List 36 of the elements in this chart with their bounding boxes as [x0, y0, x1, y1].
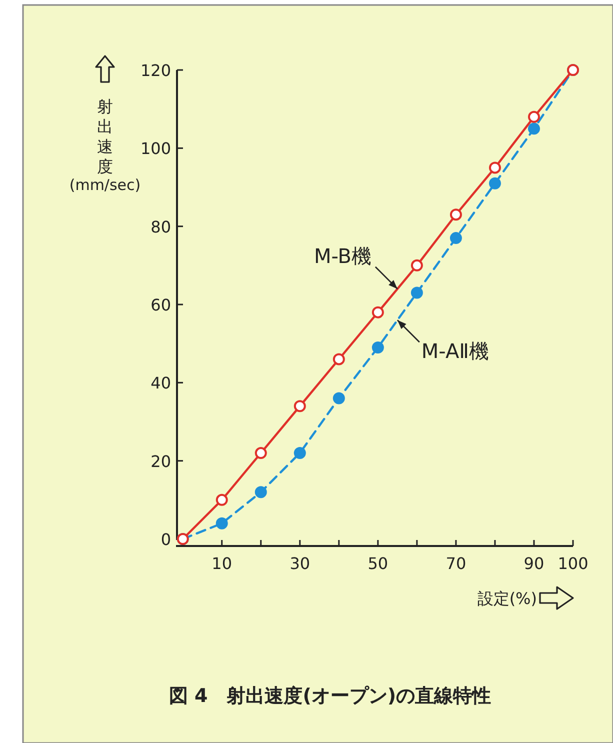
point	[254, 486, 267, 498]
y-tick-label: 80	[150, 217, 171, 236]
point	[216, 517, 228, 530]
point	[254, 447, 267, 460]
point	[528, 122, 540, 135]
x-tick-label: 10	[212, 554, 232, 573]
point	[488, 177, 501, 190]
point	[450, 232, 462, 244]
y-tick-label: 100	[140, 139, 171, 158]
point	[332, 353, 345, 366]
point	[372, 341, 384, 354]
series-label: M-B機	[314, 244, 372, 268]
point	[528, 110, 540, 123]
x-tick-label: 50	[368, 554, 388, 573]
x-tick-label: 30	[290, 554, 310, 573]
point	[410, 286, 423, 299]
point	[294, 447, 306, 460]
x-tick-label: 90	[524, 554, 544, 573]
y-tick-label: 60	[150, 296, 171, 314]
y-tick-label: 40	[150, 374, 171, 393]
x-tick-label: 70	[446, 554, 466, 573]
point	[294, 400, 306, 412]
point	[410, 259, 423, 272]
title: 図 4 射出速度(オープン)の直線特性	[168, 685, 492, 707]
y-tick-label: 0	[160, 530, 171, 549]
xlabel: 設定(%)	[477, 589, 537, 608]
point	[332, 392, 345, 404]
ylabel: 射出速度 (mm/sec)	[69, 97, 141, 194]
point	[450, 208, 462, 221]
series-label: M-AⅡ機	[421, 339, 489, 364]
x-tick-label: 100	[558, 554, 588, 573]
point	[488, 162, 501, 174]
point	[216, 494, 228, 506]
y-tick-label: 120	[140, 61, 171, 80]
point	[372, 306, 384, 318]
y-tick-label: 20	[150, 452, 171, 471]
